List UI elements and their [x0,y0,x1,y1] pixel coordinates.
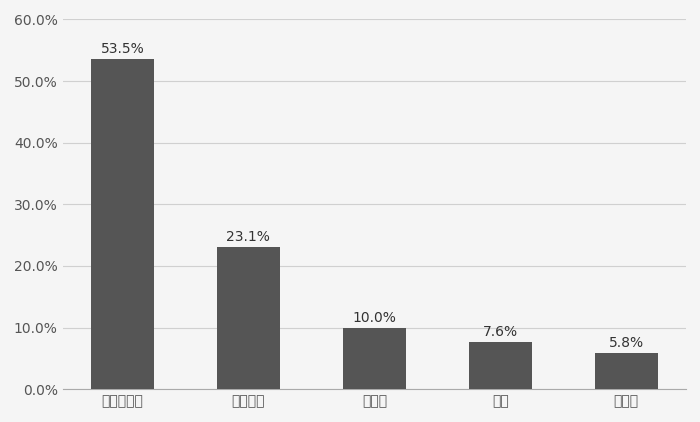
Bar [217,247,280,389]
Text: 53.5%: 53.5% [101,42,144,57]
Bar [91,60,154,389]
Bar [343,327,406,389]
Text: 7.6%: 7.6% [483,325,518,339]
Text: 5.8%: 5.8% [609,336,644,350]
Text: 23.1%: 23.1% [227,230,270,244]
Text: 10.0%: 10.0% [352,311,396,325]
Bar [469,342,532,389]
Bar [595,354,658,389]
